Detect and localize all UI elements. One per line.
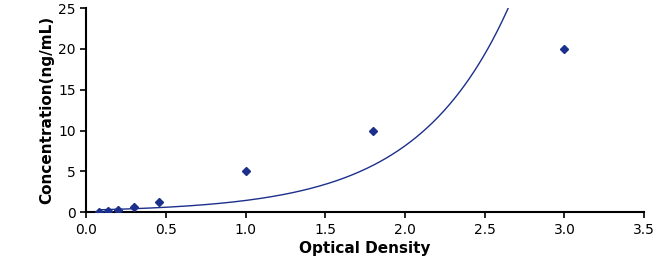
X-axis label: Optical Density: Optical Density: [299, 241, 431, 256]
Y-axis label: Concentration(ng/mL): Concentration(ng/mL): [39, 16, 54, 204]
